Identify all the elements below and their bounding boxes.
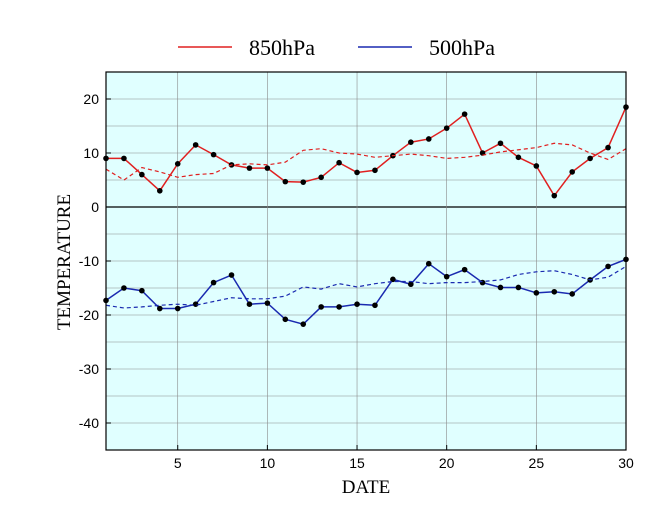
- data-point: [497, 284, 504, 291]
- x-tick-label: 25: [529, 455, 545, 471]
- y-tick-label: -10: [79, 253, 99, 269]
- data-point: [587, 155, 593, 162]
- x-tick-label: 15: [349, 455, 365, 471]
- data-point: [282, 316, 289, 323]
- data-point: [569, 169, 576, 175]
- y-tick-label: 20: [83, 91, 99, 107]
- x-tick-label: 10: [260, 455, 276, 471]
- data-point: [551, 192, 558, 199]
- data-point: [264, 300, 271, 306]
- data-point: [336, 304, 342, 310]
- data-point: [246, 165, 253, 171]
- data-point: [192, 142, 199, 148]
- data-point: [300, 321, 307, 327]
- y-tick-label: -30: [79, 361, 99, 377]
- y-tick-label: 0: [91, 199, 99, 215]
- y-axis-ticks: 20 10 0 -10 -20 -30 -40: [79, 91, 111, 431]
- data-point: [318, 304, 324, 310]
- series-line-0: [106, 106, 627, 197]
- data-point: [318, 174, 324, 181]
- data-point: [372, 167, 378, 174]
- data-point: [372, 302, 378, 309]
- data-point: [551, 288, 558, 295]
- data-point: [461, 266, 468, 273]
- data-point: [354, 169, 360, 176]
- data-point: [515, 284, 522, 291]
- data-point: [605, 263, 611, 270]
- data-point: [408, 281, 414, 288]
- x-tick-label: 5: [174, 455, 182, 471]
- x-tick-label: 20: [439, 455, 455, 471]
- y-axis-title: TEMPERATURE: [54, 194, 75, 330]
- data-point: [174, 305, 181, 312]
- data-point: [425, 260, 432, 267]
- data-point: [479, 279, 486, 286]
- data-point: [156, 305, 163, 312]
- data-point: [174, 161, 181, 167]
- y-tick-label: -40: [79, 415, 99, 431]
- data-point: [605, 144, 611, 151]
- data-point: [336, 159, 342, 166]
- series-dashed-line-1: [105, 142, 627, 181]
- legend: 850hPa 500hPa: [178, 35, 495, 60]
- y-tick-label: -20: [79, 307, 99, 323]
- y-tick-label: 10: [83, 145, 99, 161]
- data-point: [425, 136, 432, 142]
- x-axis-title: DATE: [342, 477, 391, 498]
- data-point: [300, 179, 307, 185]
- data-point: [354, 301, 360, 308]
- data-point: [139, 287, 145, 294]
- data-point: [121, 285, 127, 291]
- data-point: [210, 279, 217, 286]
- data-point: [139, 171, 145, 178]
- data-point: [228, 272, 235, 278]
- x-axis-ticks: 5 10 15 20 25 30: [174, 445, 634, 471]
- data-point: [246, 301, 253, 308]
- legend-label-850hpa: 850hPa: [249, 35, 315, 60]
- x-tick-label: 30: [618, 455, 634, 471]
- data-point: [569, 291, 576, 297]
- data-point: [497, 140, 504, 147]
- data-point: [121, 155, 127, 162]
- data-point: [461, 111, 468, 117]
- data-point: [192, 301, 199, 308]
- data-point: [390, 276, 396, 283]
- data-point: [443, 273, 450, 280]
- data-point: [156, 188, 163, 194]
- series-dashed-line-3: [105, 265, 627, 309]
- data-point: [515, 154, 522, 161]
- data-point: [443, 125, 450, 131]
- data-point: [264, 165, 271, 171]
- legend-label-500hpa: 500hPa: [429, 35, 495, 60]
- plot-area: [103, 71, 629, 451]
- data-point: [533, 290, 540, 296]
- data-point: [408, 139, 414, 145]
- data-point: [282, 178, 289, 185]
- data-point: [210, 151, 217, 158]
- data-point: [533, 163, 540, 169]
